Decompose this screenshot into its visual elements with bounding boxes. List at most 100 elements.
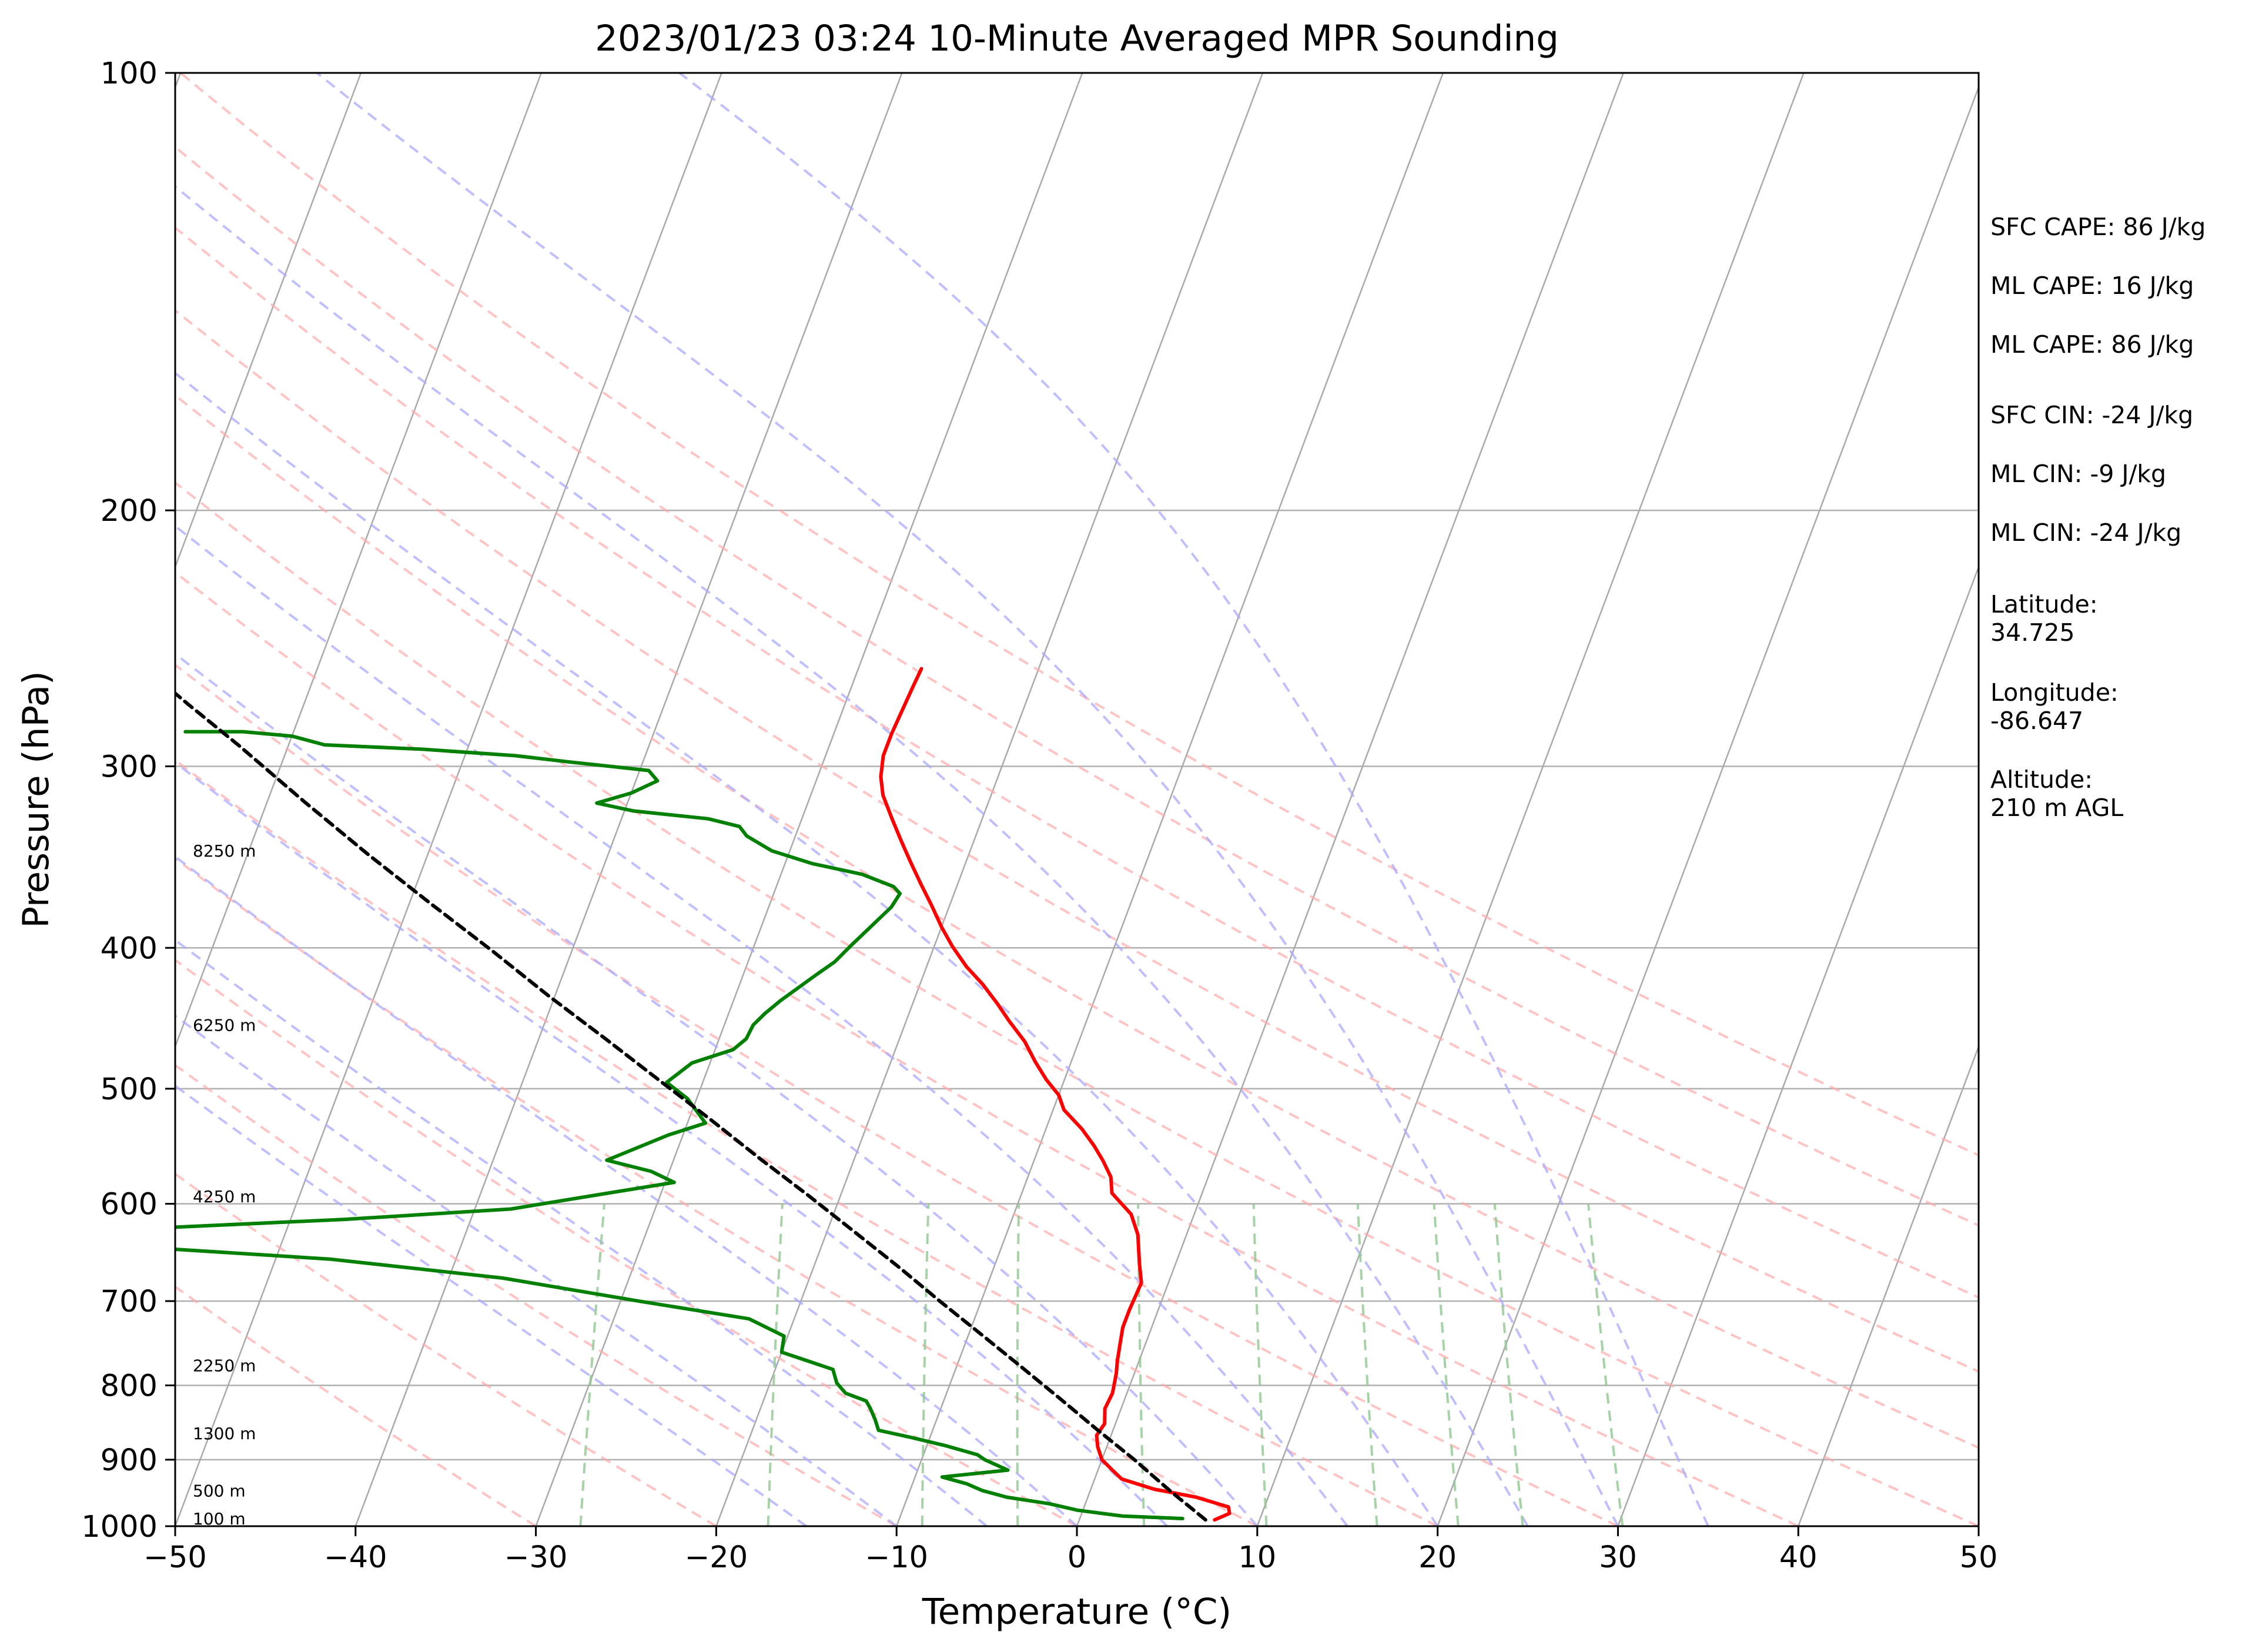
height-label: 4250 m <box>193 1187 256 1206</box>
side-info-line: SFC CIN: -24 J/kg <box>1990 401 2193 429</box>
y-tick-label: 1000 <box>81 1510 158 1544</box>
mixing-ratio-line <box>1433 1203 1460 1526</box>
mixing-ratio-line <box>1356 1203 1378 1526</box>
isotherm-line <box>896 73 1444 1526</box>
y-tick-label: 600 <box>101 1188 158 1222</box>
side-info-text: ML CIN: -9 J/kg <box>1990 460 2166 488</box>
plot-area <box>175 73 1979 1526</box>
dry-adiabat-line <box>175 571 1799 1526</box>
mixing-ratio-line <box>767 1203 784 1526</box>
y-tick-label: 800 <box>101 1369 158 1403</box>
y-tick-label: 100 <box>101 56 158 91</box>
x-tick-label: −30 <box>504 1540 568 1575</box>
x-tick-label: 30 <box>1599 1540 1637 1575</box>
y-tick-label: 500 <box>101 1072 158 1107</box>
parcel-profile-profile-line <box>175 691 1207 1522</box>
isotherm-lines <box>175 73 1979 1526</box>
side-info-line: ML CAPE: 16 J/kg <box>1990 272 2194 300</box>
x-tick-label: 20 <box>1418 1540 1457 1575</box>
side-info-line: Altitude: <box>1990 765 2093 794</box>
side-info-text: ML CIN: -24 J/kg <box>1990 519 2181 547</box>
mixing-ratio-line <box>1587 1203 1624 1526</box>
mixing-ratio-line <box>579 1203 605 1526</box>
moist-adiabat-line <box>175 652 1259 1526</box>
side-info-text: SFC CIN: -24 J/kg <box>1990 401 2193 429</box>
y-tick-label: 400 <box>101 931 158 966</box>
side-info-text: Latitude: 34.725 <box>1990 590 2098 647</box>
isotherm-line <box>715 73 1264 1526</box>
side-info-line: ML CAPE: 86 J/kg <box>1990 330 2194 359</box>
x-tick-label: −10 <box>865 1540 928 1575</box>
x-tick-label: −40 <box>324 1540 387 1575</box>
y-axis-ticks: 1000 900 800 700 600 500 400 300 200 100 <box>81 56 175 1544</box>
moist-adiabat-line <box>175 1014 898 1526</box>
y-tick-label: 900 <box>101 1443 158 1478</box>
height-label: 6250 m <box>193 1016 256 1035</box>
moist-adiabat-line <box>678 73 1709 1526</box>
mixing-ratio-lines <box>579 1203 1624 1526</box>
side-info-line: ML CIN: -24 J/kg <box>1990 519 2181 547</box>
isotherm-line <box>354 73 903 1526</box>
isotherm-line <box>175 73 722 1526</box>
sounding-profiles <box>175 667 1232 1522</box>
isotherm-line <box>1076 73 1624 1526</box>
chart-title: 2023/01/23 03:24 10-Minute Averaged MPR … <box>595 18 1559 59</box>
mixing-ratio-line <box>921 1203 930 1526</box>
dry-adiabat-line <box>175 145 1979 1227</box>
x-tick-label: 50 <box>1960 1540 1998 1575</box>
dry-adiabat-line <box>179 73 1979 1157</box>
x-axis-label: Temperature (°C) <box>922 1591 1232 1633</box>
moist-adiabat-line <box>175 761 1168 1526</box>
dry-adiabat-line <box>175 309 1979 1373</box>
isotherm-line <box>535 73 1083 1526</box>
isotherm-line <box>1256 73 1805 1526</box>
dry-adiabat-line <box>175 226 1979 1299</box>
moist-adiabat-line <box>175 1084 807 1526</box>
y-axis-label: Pressure (hPa) <box>15 671 57 928</box>
mixing-ratio-line <box>1252 1203 1268 1526</box>
moist-adiabat-line <box>175 371 1439 1526</box>
side-info-text: Longitude: -86.647 <box>1990 678 2119 735</box>
x-tick-label: 10 <box>1238 1540 1276 1575</box>
dewpoint-profile-line <box>175 730 1184 1520</box>
x-tick-label: 40 <box>1779 1540 1818 1575</box>
height-label: 500 m <box>193 1481 246 1500</box>
x-tick-label: −20 <box>685 1540 748 1575</box>
side-info-text: SFC CAPE: 86 J/kg <box>1990 213 2206 241</box>
isotherm-line <box>1437 85 1979 1526</box>
moist-adiabat-line <box>175 938 988 1526</box>
x-axis-ticks: −50 −40 −30 −20 −10 0 10 20 30 40 50 <box>143 1526 1997 1575</box>
dry-adiabat-line <box>175 758 1438 1526</box>
side-info-line: ML CIN: -9 J/kg <box>1990 460 2166 488</box>
side-info-text: Altitude: 210 m AGL <box>1990 765 2123 822</box>
side-info-line: SFC CAPE: 86 J/kg <box>1990 213 2206 241</box>
moist-adiabat-lines <box>175 73 1709 1526</box>
y-tick-label: 300 <box>101 750 158 784</box>
side-info-line: Latitude: <box>1990 590 2098 618</box>
side-info-text: ML CAPE: 16 J/kg <box>1990 272 2194 300</box>
moist-adiabat-line <box>316 73 1619 1526</box>
isotherm-line <box>1798 1044 1979 1526</box>
x-tick-label: 0 <box>1068 1540 1086 1575</box>
moist-adiabat-line <box>175 524 1348 1526</box>
temperature-profile-line <box>879 667 1232 1522</box>
height-label: 1300 m <box>193 1424 256 1443</box>
height-label: 2250 m <box>193 1356 256 1375</box>
side-info-text: ML CAPE: 86 J/kg <box>1990 330 2194 359</box>
side-info-panel: SFC CAPE: 86 J/kg ML CAPE: 16 J/kg ML CAPE… <box>1990 213 2206 822</box>
side-info-line: 34.725 <box>1990 618 2074 647</box>
dry-adiabat-line <box>175 958 1078 1526</box>
moist-adiabat-line <box>175 185 1529 1526</box>
isobar-gridlines <box>175 73 1979 1526</box>
mixing-ratio-line <box>1493 1203 1524 1526</box>
side-info-line: -86.647 <box>1990 707 2083 735</box>
dry-adiabat-line <box>175 481 1979 1526</box>
isotherm-line <box>175 73 362 569</box>
side-info-line: 210 m AGL <box>1990 794 2123 822</box>
dry-adiabat-line <box>175 857 1258 1526</box>
y-tick-label: 700 <box>101 1285 158 1319</box>
isotherm-line <box>175 73 542 1049</box>
